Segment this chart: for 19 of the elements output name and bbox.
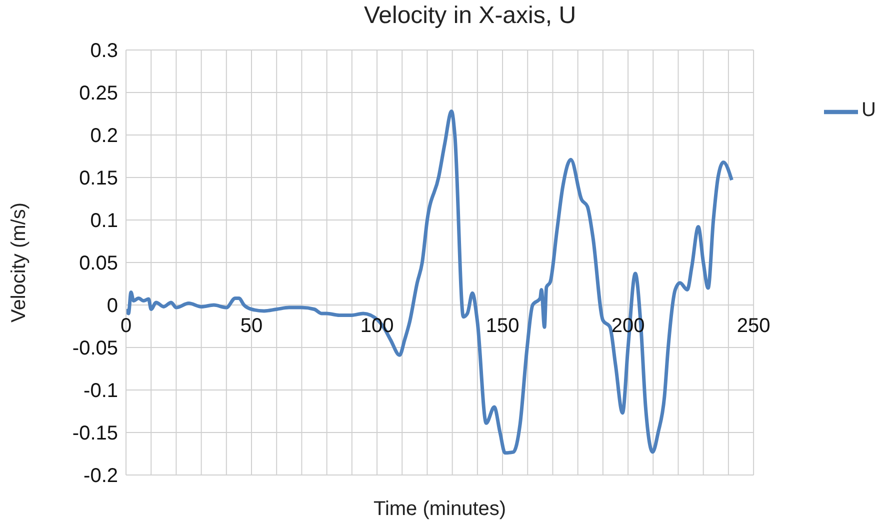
x-tick-label: 150 [486, 315, 520, 338]
y-tick-label: 0 [106, 295, 118, 318]
y-tick-label: 0.3 [90, 40, 118, 62]
y-tick-label: -0.15 [72, 422, 118, 445]
x-tick-label: 50 [240, 315, 263, 338]
legend-label: U [862, 99, 876, 122]
chart-title: Velocity in X-axis, U [362, 2, 578, 30]
x-tick-label: 250 [736, 315, 770, 338]
y-tick-label: -0.05 [72, 338, 118, 360]
y-axis-title: Velocity (m/s) [8, 202, 30, 323]
y-tick-label: 0.25 [79, 82, 118, 105]
y-tick-label: -0.2 [84, 465, 118, 488]
y-tick-label: 0.1 [90, 210, 118, 232]
y-tick-label: 0.15 [79, 168, 118, 190]
x-axis-title: Time (minutes) [373, 498, 506, 520]
y-tick-label: 0.05 [79, 252, 118, 275]
y-tick-label: -0.1 [84, 380, 118, 402]
y-tick-label: 0.2 [90, 125, 118, 148]
x-tick-label: 0 [120, 315, 132, 338]
